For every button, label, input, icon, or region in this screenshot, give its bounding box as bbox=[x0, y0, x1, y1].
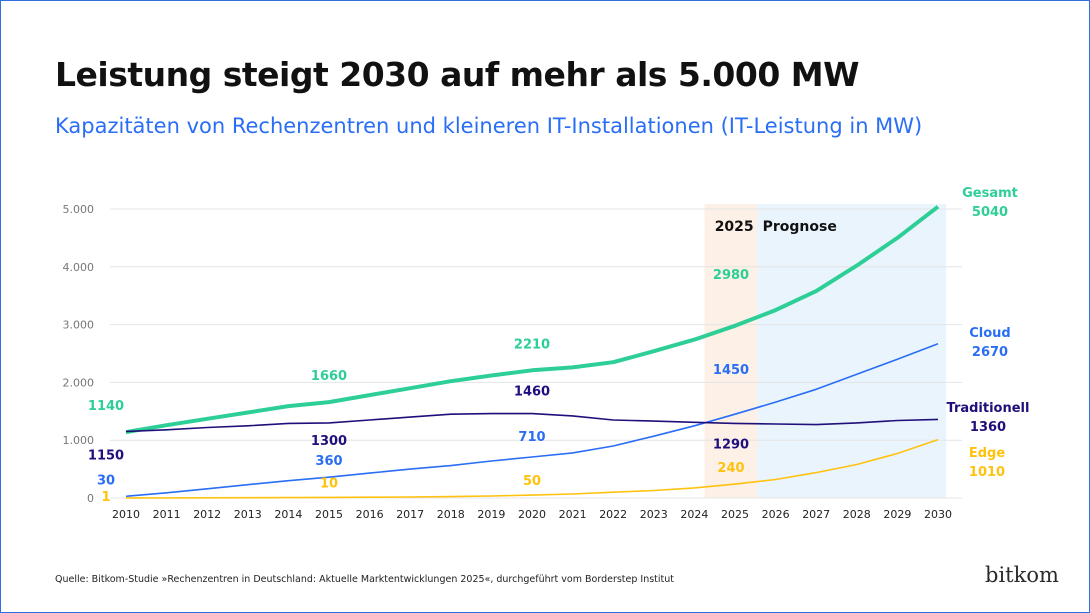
current-year-label: 2025 bbox=[715, 219, 754, 235]
data-label-gesamt: 2980 bbox=[713, 268, 749, 283]
chart-subtitle: Kapazitäten von Rechenzentren und kleine… bbox=[55, 114, 923, 138]
x-tick-label: 2016 bbox=[356, 508, 384, 521]
x-tick-label: 2015 bbox=[315, 508, 343, 521]
forecast-label: Prognose bbox=[763, 219, 837, 235]
x-tick-label: 2019 bbox=[477, 508, 505, 521]
series-name-traditionell: Traditionell bbox=[947, 401, 1030, 416]
y-tick-label: 5.000 bbox=[63, 203, 95, 216]
data-label-traditionell: 1290 bbox=[713, 437, 749, 452]
data-label-traditionell: 1150 bbox=[88, 449, 124, 464]
series-name-cloud: Cloud bbox=[969, 326, 1011, 341]
x-tick-label: 2014 bbox=[274, 508, 302, 521]
data-label-gesamt: 2210 bbox=[514, 337, 550, 352]
x-tick-label: 2023 bbox=[640, 508, 668, 521]
x-tick-label: 2011 bbox=[153, 508, 181, 521]
x-tick-label: 2018 bbox=[437, 508, 465, 521]
chart-title: Leistung steigt 2030 auf mehr als 5.000 … bbox=[55, 55, 860, 94]
x-tick-label: 2025 bbox=[721, 508, 749, 521]
x-tick-label: 2029 bbox=[883, 508, 911, 521]
data-label-cloud: 710 bbox=[518, 430, 545, 445]
x-tick-label: 2013 bbox=[234, 508, 262, 521]
end-value-gesamt: 5040 bbox=[972, 205, 1008, 220]
x-tick-label: 2010 bbox=[112, 508, 140, 521]
end-value-edge: 1010 bbox=[969, 465, 1005, 480]
bitkom-logo: bitkom bbox=[985, 563, 1059, 587]
x-tick-label: 2020 bbox=[518, 508, 546, 521]
data-label-traditionell: 1300 bbox=[311, 434, 347, 449]
x-tick-label: 2022 bbox=[599, 508, 627, 521]
current-year-band bbox=[704, 204, 758, 498]
data-label-gesamt: 1660 bbox=[311, 369, 347, 384]
y-tick-label: 2.000 bbox=[63, 376, 95, 389]
x-tick-label: 2028 bbox=[843, 508, 871, 521]
x-tick-label: 2027 bbox=[802, 508, 830, 521]
x-tick-label: 2026 bbox=[762, 508, 790, 521]
y-tick-label: 3.000 bbox=[63, 319, 95, 332]
data-label-edge: 1 bbox=[101, 490, 110, 505]
end-value-cloud: 2670 bbox=[972, 345, 1008, 360]
end-value-traditionell: 1360 bbox=[970, 420, 1006, 435]
series-name-edge: Edge bbox=[969, 446, 1005, 461]
data-label-edge: 10 bbox=[320, 476, 338, 491]
source-note: Quelle: Bitkom-Studie »Rechenzentren in … bbox=[55, 574, 675, 585]
data-label-edge: 50 bbox=[523, 474, 541, 489]
data-label-gesamt: 1140 bbox=[88, 399, 124, 414]
x-tick-label: 2021 bbox=[559, 508, 587, 521]
x-tick-label: 2024 bbox=[680, 508, 708, 521]
forecast-band bbox=[757, 204, 947, 498]
x-tick-label: 2012 bbox=[193, 508, 221, 521]
x-tick-label: 2017 bbox=[396, 508, 424, 521]
data-label-cloud: 1450 bbox=[713, 363, 749, 378]
data-label-traditionell: 1460 bbox=[514, 385, 550, 400]
x-tick-label: 2030 bbox=[924, 508, 952, 521]
data-label-cloud: 360 bbox=[315, 454, 342, 469]
y-tick-label: 1.000 bbox=[63, 434, 95, 447]
y-tick-label: 0 bbox=[87, 492, 94, 505]
series-name-gesamt: Gesamt bbox=[962, 186, 1018, 201]
data-label-edge: 240 bbox=[717, 461, 744, 476]
data-label-cloud: 30 bbox=[97, 473, 115, 488]
y-tick-label: 4.000 bbox=[63, 261, 95, 274]
